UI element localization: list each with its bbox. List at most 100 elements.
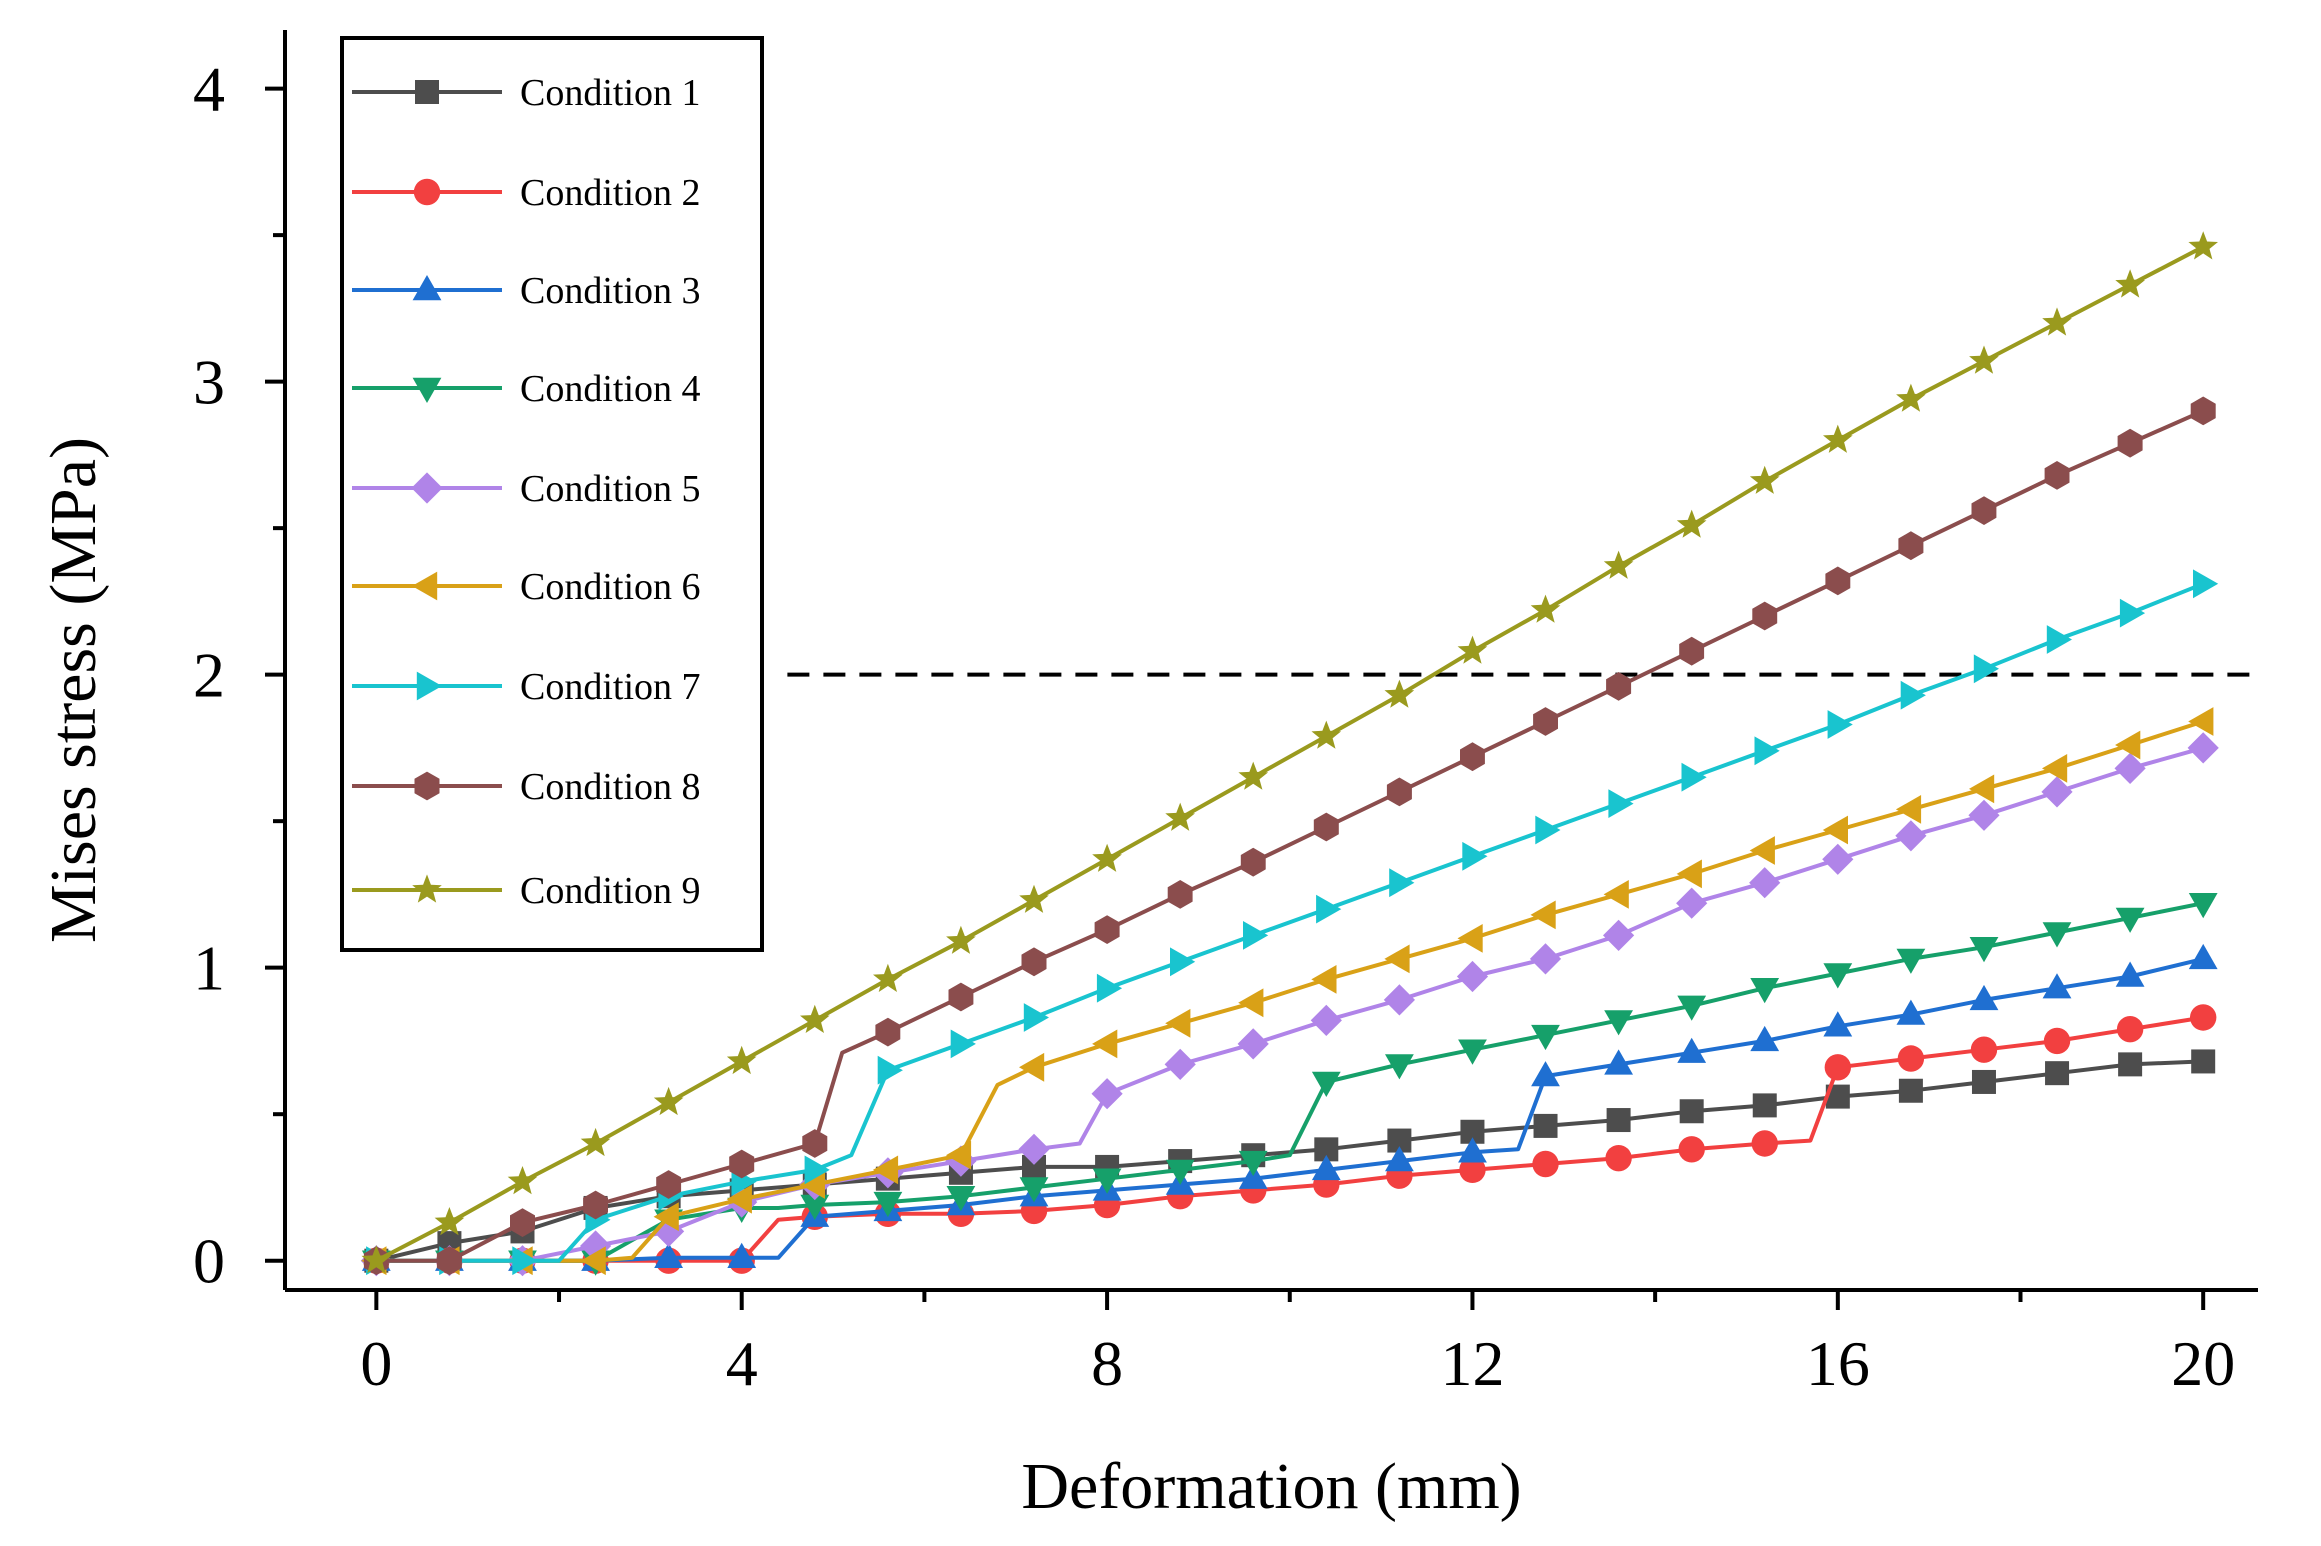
series-5-point (1310, 1004, 1342, 1036)
series-6-point (872, 1155, 899, 1185)
series-3-point (1896, 999, 1926, 1025)
legend-item-5: Condition 5 (352, 468, 701, 510)
series-7-point (1754, 736, 1780, 766)
series-3-point (1750, 1025, 1780, 1052)
series-7-point (877, 1055, 903, 1085)
legend-marker (412, 275, 442, 301)
x-tick-label: 8 (1091, 1328, 1123, 1399)
series-4-point (1677, 995, 1707, 1021)
series-8-point (1240, 847, 1266, 877)
legend-item-7: Condition 7 (352, 666, 701, 708)
series-5-point (1749, 867, 1781, 899)
series-3-point (727, 1242, 757, 1268)
y-tick-label: 2 (193, 640, 225, 711)
series-1-point (1679, 1099, 1704, 1124)
series-7-line (376, 581, 2204, 1263)
series-6-point (653, 1202, 679, 1232)
series-5-point (1895, 820, 1927, 852)
series-8-point (1094, 915, 1120, 944)
series-4-point (1019, 1177, 1049, 1203)
series-5-point (1676, 887, 1708, 919)
series-6-point (1822, 815, 1848, 845)
series-8-point (1313, 812, 1339, 842)
series-3-point (1385, 1146, 1414, 1172)
series-5-point (1603, 919, 1635, 951)
series-1-point (1606, 1108, 1631, 1133)
series-5-point (1529, 943, 1562, 975)
series-4-point (2042, 922, 2072, 948)
series-2-point (2189, 1004, 2217, 1031)
series-7-point (950, 1029, 976, 1059)
series-8-point (1460, 742, 1485, 772)
series-5-point (1018, 1133, 1050, 1165)
series-6-point (1676, 859, 1702, 889)
series-3-point (1969, 984, 1999, 1011)
series-8-point (729, 1149, 755, 1179)
series-8-point (656, 1170, 682, 1199)
series-7-point (1827, 710, 1853, 739)
series-4-point (873, 1191, 903, 1218)
y-tick-label: 4 (193, 54, 225, 125)
series-5-point (2041, 776, 2073, 808)
series-9-point (1311, 720, 1342, 749)
series-9-point (580, 1127, 611, 1157)
series-7-point (1900, 680, 1926, 710)
series-9-point (1969, 345, 1999, 374)
series-7-point (804, 1155, 830, 1185)
series-3 (361, 943, 2218, 1271)
x-tick-label: 16 (1806, 1328, 1870, 1399)
legend-label: Condition 1 (520, 72, 701, 114)
series-7-point (1243, 921, 1269, 950)
series-3-point (1238, 1163, 1268, 1189)
series-8-point (1021, 947, 1047, 977)
series-6-point (2115, 730, 2141, 760)
series-7-point (1535, 815, 1561, 845)
legend-label: Condition 9 (520, 870, 701, 912)
series-6-point (1238, 988, 1264, 1018)
series-5-point (1968, 799, 2000, 831)
series-8 (363, 396, 2216, 1276)
series-4-point (1531, 1024, 1560, 1051)
series-7 (366, 569, 2219, 1276)
x-tick-label: 0 (360, 1328, 392, 1399)
series-1-point (1752, 1093, 1777, 1118)
series-8-point (583, 1190, 608, 1220)
series-9-point (361, 1245, 392, 1274)
series-4-point (1458, 1039, 1487, 1065)
y-tick-label: 0 (193, 1226, 225, 1297)
series-6 (361, 707, 2214, 1276)
series-7-point (1681, 762, 1707, 792)
series-8-point (1752, 601, 1778, 631)
x-tick-label: 20 (2171, 1328, 2235, 1399)
series-7-point (1096, 973, 1123, 1003)
series-1-point (1533, 1113, 1558, 1138)
series-8-point (802, 1129, 828, 1158)
series-6-point (1969, 774, 1995, 804)
series-4-line (376, 901, 2204, 1263)
series-3-point (1311, 1154, 1341, 1181)
series-6-point (1457, 924, 1483, 953)
legend-marker (411, 472, 443, 504)
series-8-point (1679, 636, 1705, 666)
series-6-point (2042, 754, 2068, 783)
series-3-point (1604, 1049, 1633, 1075)
series-6-point (1603, 880, 1629, 909)
legend-label: Condition 4 (520, 368, 701, 410)
series-2-point (1605, 1144, 1632, 1172)
series-2-point (1970, 1036, 1998, 1063)
series-9 (361, 231, 2218, 1274)
series-9-line (375, 245, 2205, 1263)
series-9-point (1676, 509, 1707, 538)
series-9-point (507, 1166, 538, 1195)
series-2-line (376, 1015, 2204, 1263)
series-5-point (2114, 752, 2146, 784)
series-9-point (1896, 383, 1926, 412)
series-8-point (1825, 566, 1851, 596)
series-7-point (2119, 598, 2146, 628)
series-9-point (1092, 843, 1122, 872)
series-7-point (1389, 868, 1415, 898)
legend-item-6: Condition 6 (352, 566, 701, 608)
series-6-point (2188, 707, 2214, 736)
